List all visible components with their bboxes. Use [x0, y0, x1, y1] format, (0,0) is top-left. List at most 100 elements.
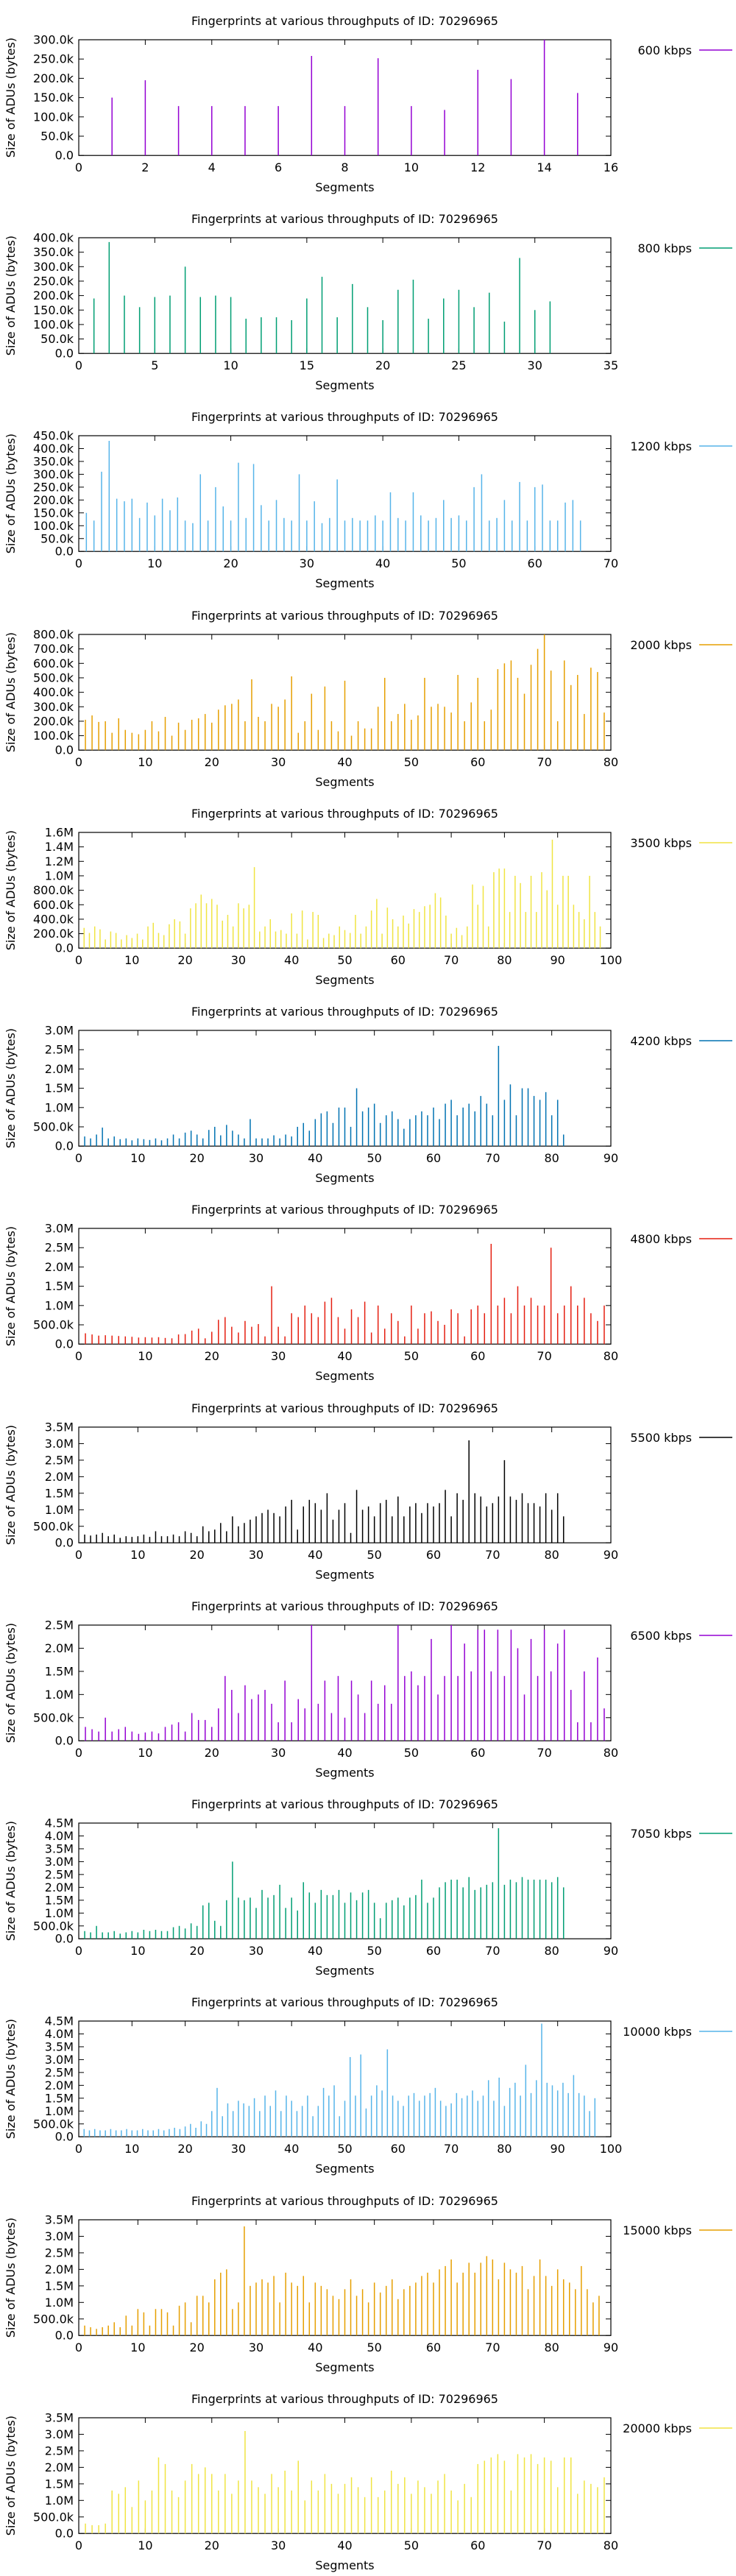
chart-title: Fingerprints at various throughputs of I… [191, 2392, 498, 2406]
y-tick-label: 0.0 [55, 347, 74, 361]
plot-frame [78, 1426, 612, 1543]
y-ticks: 0.0 500.0k 1.0M 1.5M 2.0M 2.5M 3.0M 3.5M [33, 1420, 611, 1549]
y-tick-label: 500.0k [33, 1519, 74, 1533]
x-tick-label: 40 [375, 557, 390, 571]
x-tick-label: 0 [75, 557, 82, 571]
y-tick-label: 1.0M [45, 2295, 74, 2309]
x-tick-label: 100 [600, 953, 623, 967]
x-tick-label: 10 [404, 160, 419, 174]
legend-label: 6500 kbps [630, 1629, 692, 1643]
x-tick-label: 30 [231, 953, 246, 967]
x-tick-label: 90 [604, 2340, 618, 2354]
chart-panel: Fingerprints at various throughputs of I… [4, 410, 732, 591]
chart-panel: Fingerprints at various throughputs of I… [4, 609, 732, 789]
y-tick-label: 200.0k [33, 71, 74, 85]
y-tick-label: 400.0k [33, 685, 74, 699]
y-tick-label: 3.5M [45, 1841, 74, 1855]
chart-panel: Fingerprints at various throughputs of I… [4, 1797, 732, 1978]
y-tick-label: 1.0M [45, 1299, 74, 1313]
y-tick-label: 2.5M [45, 1241, 74, 1255]
x-tick-label: 50 [337, 2142, 352, 2156]
x-tick-label: 30 [300, 557, 314, 571]
y-tick-label: 1.5M [45, 2279, 74, 2293]
x-tick-label: 60 [391, 2142, 406, 2156]
x-tick-label: 10 [130, 1548, 145, 1562]
y-tick-label: 600.0k [33, 898, 74, 912]
y-tick-label: 0.0 [55, 1535, 74, 1549]
x-ticks: 0 2 4 6 8 10 12 14 16 [75, 39, 618, 174]
y-tick-label: 1.0M [45, 2104, 74, 2118]
y-tick-label: 100.0k [33, 318, 74, 332]
legend-label: 3500 kbps [630, 836, 692, 850]
chart-title: Fingerprints at various throughputs of I… [191, 1797, 498, 1811]
x-tick-label: 40 [337, 1746, 352, 1760]
x-ticks: 0 10 20 30 40 50 60 70 80 90 [75, 1823, 618, 1958]
y-ticks: 0.0500.0k1.0M1.5M2.0M2.5M3.0M3.5M4.0M4.5… [33, 1816, 611, 1946]
y-tick-label: 2.0M [45, 2460, 74, 2474]
bar-series [93, 242, 551, 354]
x-tick-label: 25 [451, 358, 466, 372]
plot-border [78, 1822, 612, 1939]
x-tick-label: 50 [337, 953, 352, 967]
x-tick-label: 10 [124, 953, 139, 967]
x-tick-label: 30 [249, 2340, 263, 2354]
plot-border [78, 2020, 612, 2138]
y-tick-label: 0.0 [55, 2526, 74, 2540]
x-tick-label: 0 [75, 755, 82, 769]
y-tick-label: 600.0k [33, 656, 74, 670]
y-tick-label: 200.0k [33, 927, 74, 941]
x-tick-label: 0 [75, 953, 82, 967]
x-tick-label: 70 [485, 1548, 500, 1562]
y-ticks: 0.050.0k100.0k150.0k200.0k250.0k300.0k35… [33, 231, 611, 361]
y-axis-label: Size of ADUs (bytes) [4, 1623, 18, 1743]
bar-series [85, 2430, 605, 2533]
x-ticks: 0 10 20 30 40 50 60 70 80 [75, 634, 618, 769]
x-tick-label: 70 [485, 1944, 500, 1958]
y-ticks: 0.0 500.0k 1.0M 1.5M 2.0M 2.5M 3.0M [33, 1222, 611, 1351]
legend-label: 4200 kbps [630, 1034, 692, 1048]
y-tick-label: 50.0k [40, 130, 74, 144]
x-ticks: 0 10 20 30 40 50 60 70 80 90 100 [75, 832, 622, 967]
x-tick-label: 80 [604, 2538, 618, 2552]
x-tick-label: 10 [147, 557, 162, 571]
y-ticks: 0.0 50.0k 100.0k 150.0k 200.0k 250.0k 300.0k [33, 32, 611, 163]
x-ticks: 0 10 20 30 40 50 60 70 80 [75, 1624, 618, 1760]
x-axis-label: Segments [315, 2162, 374, 2176]
legend: 7050 kbps [630, 1827, 732, 1841]
chart-title: Fingerprints at various throughputs of I… [191, 1005, 498, 1019]
y-tick-label: 1.0M [45, 868, 74, 882]
x-tick-label: 90 [604, 1944, 618, 1958]
y-tick-label: 450.0k [33, 429, 74, 443]
x-axis-label: Segments [315, 1171, 374, 1185]
y-tick-label: 1.5M [45, 2477, 74, 2491]
x-tick-label: 80 [604, 1350, 618, 1364]
x-tick-label: 30 [528, 358, 542, 372]
x-tick-label: 10 [130, 1944, 145, 1958]
x-tick-label: 0 [75, 1746, 82, 1760]
y-tick-label: 1.0M [45, 1688, 74, 1702]
y-tick-label: 800.0k [33, 627, 74, 641]
x-tick-label: 10 [124, 2142, 139, 2156]
x-ticks: 0 10 20 30 40 50 60 70 80 [75, 1228, 618, 1364]
y-tick-label: 3.5M [45, 1420, 74, 1434]
chart-title: Fingerprints at various throughputs of I… [191, 609, 498, 623]
y-tick-label: 250.0k [33, 52, 74, 66]
y-axis-label: Size of ADUs (bytes) [4, 2416, 18, 2536]
x-tick-label: 0 [75, 1151, 82, 1165]
x-tick-label: 50 [367, 2340, 381, 2354]
y-tick-label: 2.0M [45, 1062, 74, 1076]
y-tick-label: 1.5M [45, 1664, 74, 1678]
y-tick-label: 300.0k [33, 467, 74, 481]
chart-panel: Fingerprints at various throughputs of I… [4, 1995, 732, 2176]
bar-series [84, 2226, 600, 2335]
x-tick-label: 80 [604, 755, 618, 769]
x-tick-label: 90 [604, 1548, 618, 1562]
legend-label: 4800 kbps [630, 1232, 692, 1246]
y-tick-label: 0.0 [55, 743, 74, 757]
y-axis-label: Size of ADUs (bytes) [4, 632, 18, 752]
chart-title: Fingerprints at various throughputs of I… [191, 410, 498, 424]
x-tick-label: 50 [404, 1746, 419, 1760]
x-tick-label: 20 [205, 755, 219, 769]
y-ticks: 0.0 500.0k 1.0M 1.5M 2.0M 2.5M [33, 1618, 611, 1748]
